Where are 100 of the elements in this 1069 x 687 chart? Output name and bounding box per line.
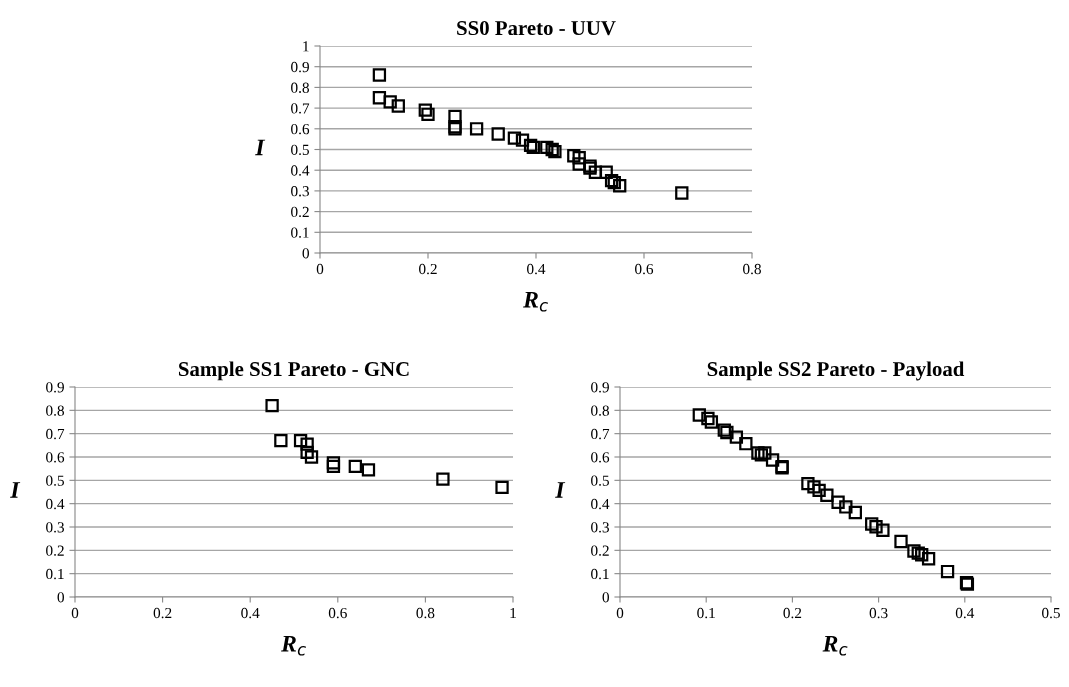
- point: [515, 133, 530, 147]
- point: [940, 564, 955, 579]
- point: [588, 165, 603, 179]
- chart-title: Sample SS2 Pareto - Payload: [707, 361, 965, 381]
- y-tick-label: 0.3: [46, 522, 64, 533]
- x-axis-title: R$_{c}$: [523, 291, 548, 312]
- chart-title: Sample SS1 Pareto - GNC: [178, 361, 409, 381]
- point: [831, 495, 845, 509]
- point: [507, 131, 522, 145]
- y-tick-label: 0: [602, 592, 609, 603]
- point: [418, 103, 432, 117]
- point: [300, 445, 314, 459]
- point: [812, 483, 826, 498]
- x-tick-label: 0.2: [783, 607, 802, 619]
- point: [807, 480, 821, 494]
- point: [675, 186, 689, 200]
- y-tick-label: 0.9: [46, 382, 64, 393]
- x-tick-label: 0: [316, 263, 324, 275]
- x-tick-label: 0.4: [241, 607, 260, 619]
- y-axis-title: I: [10, 482, 21, 498]
- y-tick-label: 0.2: [591, 545, 609, 556]
- x-tick-label: 0.2: [153, 607, 172, 619]
- point: [540, 140, 554, 155]
- point: [304, 450, 319, 464]
- x-tick-label: 0.4: [955, 607, 975, 619]
- point: [491, 127, 505, 141]
- y-tick-label: 0.1: [291, 227, 309, 238]
- x-tick-label: 0.4: [527, 263, 546, 275]
- x-tick-label: 0.5: [1042, 607, 1060, 619]
- y-tick-label: 0.9: [291, 61, 309, 73]
- point: [567, 149, 581, 163]
- point: [839, 500, 853, 514]
- x-tick-label: 0.8: [416, 607, 435, 619]
- point: [293, 434, 308, 448]
- y-tick-label: 0.7: [291, 103, 310, 114]
- x-tick-label: 0.6: [328, 607, 347, 619]
- point: [361, 463, 376, 477]
- y-tick-label: 0.8: [46, 405, 64, 416]
- x-tick-label: 0.2: [419, 263, 437, 275]
- y-tick-label: 0: [57, 592, 64, 603]
- x-tick-label: 0: [616, 607, 624, 619]
- point: [754, 448, 769, 462]
- y-tick-label: 0.4: [591, 498, 610, 510]
- y-tick-label: 0.8: [591, 405, 609, 416]
- point: [469, 122, 484, 136]
- point: [739, 437, 753, 451]
- point: [907, 544, 921, 558]
- point: [758, 446, 772, 460]
- y-tick-label: 0.8: [291, 82, 309, 93]
- chart-title: SS0 Pareto - UUV: [457, 21, 616, 36]
- point: [848, 505, 862, 520]
- x-axis-title: R$_{c}$: [822, 635, 848, 656]
- point: [421, 107, 435, 121]
- point: [729, 430, 744, 444]
- point: [765, 453, 780, 467]
- point: [274, 434, 288, 448]
- y-tick-label: 0.9: [591, 382, 609, 393]
- point: [915, 548, 929, 562]
- point: [692, 408, 706, 422]
- point: [865, 517, 879, 531]
- point: [820, 488, 834, 502]
- point: [869, 520, 883, 534]
- y-tick-label: 0.3: [291, 186, 309, 197]
- x-axis-title: R$_{c}$: [281, 635, 306, 656]
- point: [613, 179, 627, 193]
- y-tick-label: 0.5: [291, 144, 309, 156]
- point: [391, 99, 405, 113]
- point: [300, 437, 314, 451]
- point: [436, 472, 450, 486]
- y-tick-label: 0.4: [291, 165, 310, 176]
- x-tick-label: 0.6: [635, 263, 654, 275]
- x-tick-label: 0.3: [869, 607, 888, 619]
- point: [704, 415, 719, 429]
- point: [921, 552, 936, 566]
- point: [876, 523, 890, 537]
- point: [348, 459, 362, 473]
- point: [383, 95, 397, 109]
- point: [894, 534, 908, 549]
- point: [801, 476, 815, 491]
- point: [265, 399, 279, 413]
- y-axis-title: I: [255, 139, 266, 156]
- y-tick-label: 0.1: [46, 568, 64, 580]
- y-tick-label: 1: [303, 41, 309, 52]
- point: [751, 446, 765, 460]
- point: [911, 546, 925, 560]
- y-tick-label: 0: [302, 248, 309, 259]
- point: [495, 480, 509, 494]
- y-tick-label: 0.6: [46, 452, 65, 463]
- y-tick-label: 0.7: [591, 428, 610, 440]
- y-tick-label: 0.6: [591, 452, 610, 463]
- y-axis-title: I: [555, 482, 566, 498]
- y-tick-label: 0.7: [46, 428, 65, 440]
- x-tick-label: 0.8: [743, 263, 761, 275]
- point: [372, 91, 387, 105]
- y-tick-label: 0.3: [591, 522, 609, 533]
- y-tick-label: 0.5: [591, 475, 609, 486]
- y-tick-label: 0.4: [46, 498, 65, 510]
- y-tick-label: 0.5: [46, 475, 64, 486]
- x-tick-label: 1: [510, 607, 516, 619]
- y-tick-label: 0.6: [291, 123, 310, 135]
